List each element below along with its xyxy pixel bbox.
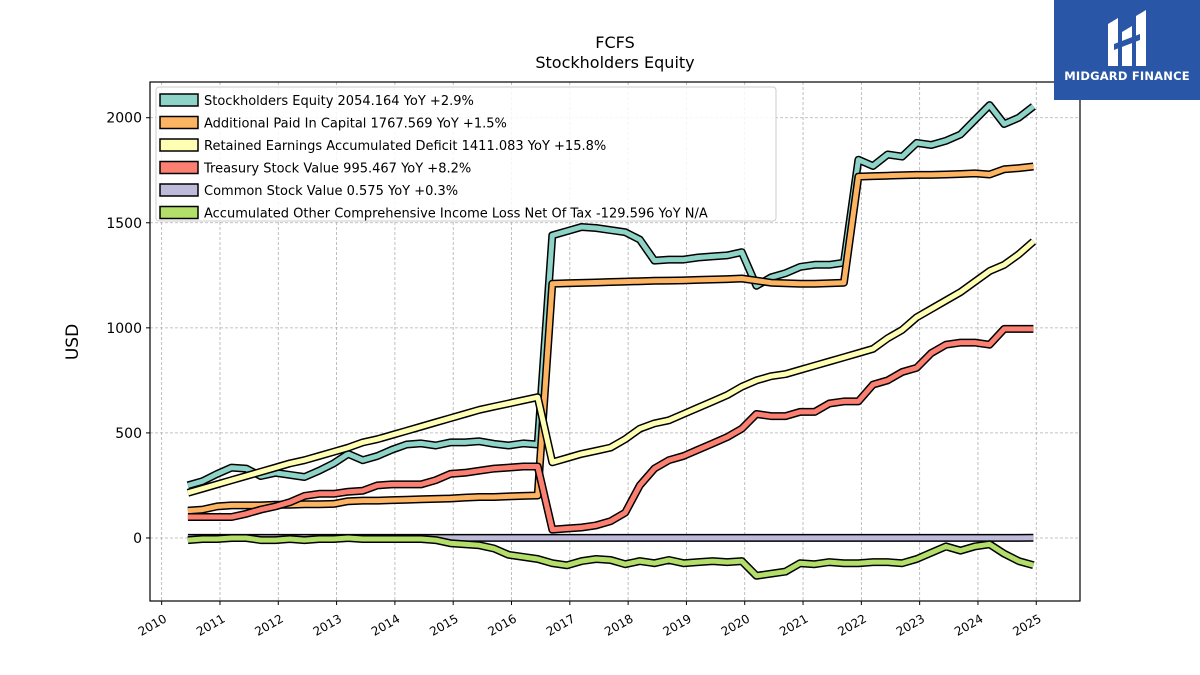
brand-name: MIDGARD FINANCE: [1064, 69, 1190, 83]
series-retained-earnings-accumulated-deficit: [186, 238, 1037, 497]
legend: Stockholders Equity 2054.164 YoY +2.9% Ad…: [155, 86, 777, 222]
x-tick-label: 2019: [660, 611, 693, 638]
x-tick-label: 2011: [194, 611, 227, 638]
x-tick-label: 2021: [777, 611, 810, 638]
x-tick-label: 2020: [719, 611, 752, 638]
chart-title: FCFS: [595, 33, 634, 52]
x-tick-label: 2016: [486, 611, 519, 638]
y-axis-label: USD: [63, 324, 83, 360]
series-accumulated-other-comprehensive-income-loss-net-of-tax: [187, 534, 1035, 580]
y-tick-label: 2000: [106, 111, 142, 127]
brand-logo: MIDGARD FINANCE: [1054, 0, 1200, 100]
x-tick-label: 2025: [1010, 611, 1043, 638]
series-line: [187, 164, 1034, 514]
x-tick-label: 2013: [311, 611, 344, 638]
series-treasury-stock-value: [187, 324, 1034, 534]
x-tick-label: 2010: [136, 611, 169, 638]
legend-entry: Accumulated Other Comprehensive Income L…: [204, 207, 708, 222]
series-line: [187, 102, 1035, 488]
series-line-outline: [187, 324, 1034, 534]
series-line: [187, 326, 1034, 533]
y-tick-label: 1500: [106, 216, 142, 232]
legend-entry: Retained Earnings Accumulated Deficit 14…: [204, 139, 606, 154]
series-line: [187, 535, 1035, 579]
x-tick-label: 2018: [602, 611, 635, 638]
legend-entry: Additional Paid In Capital 1767.569 YoY …: [204, 117, 507, 132]
x-tick-label: 2014: [369, 611, 402, 638]
x-tick-label: 2012: [252, 611, 285, 638]
x-axis-ticks: 2010 2011 2012 2013 2014 2015 2016 2017 2018 2019…: [136, 601, 1044, 639]
x-tick-label: 2023: [894, 611, 927, 638]
x-tick-label: 2017: [544, 611, 577, 638]
series-stockholders-equity: [186, 101, 1036, 490]
y-tick-label: 500: [115, 426, 142, 442]
legend-swatch: [159, 160, 199, 175]
legend-swatch: [159, 183, 199, 197]
series-line: [187, 239, 1036, 496]
y-tick-label: 1000: [106, 321, 142, 337]
x-tick-label: 2015: [427, 611, 460, 638]
legend-entry: Treasury Stock Value 995.467 YoY +8.2%: [203, 162, 471, 177]
legend-entry: Common Stock Value 0.575 YoY +0.3%: [204, 184, 458, 199]
legend-swatch: [159, 138, 199, 152]
legend-swatch: [159, 115, 199, 130]
legend-swatch: [159, 93, 199, 107]
legend-box: [155, 86, 777, 222]
midgard-logo-icon: [1108, 10, 1146, 66]
y-axis-ticks: 0 500 1000 1500 2000: [106, 111, 150, 547]
series-line-outline: [187, 534, 1035, 580]
plot-frame: [149, 81, 1081, 602]
series-additional-paid-in-capital: [187, 162, 1034, 515]
legend-swatch: [159, 205, 199, 220]
y-tick-label: 0: [133, 531, 142, 547]
series-lines: [186, 101, 1037, 580]
legend-entry: Stockholders Equity 2054.164 YoY +2.9%: [204, 94, 474, 109]
x-tick-label: 2022: [835, 611, 868, 638]
x-tick-label: 2024: [952, 611, 985, 638]
chart-subtitle: Stockholders Equity: [535, 53, 694, 72]
